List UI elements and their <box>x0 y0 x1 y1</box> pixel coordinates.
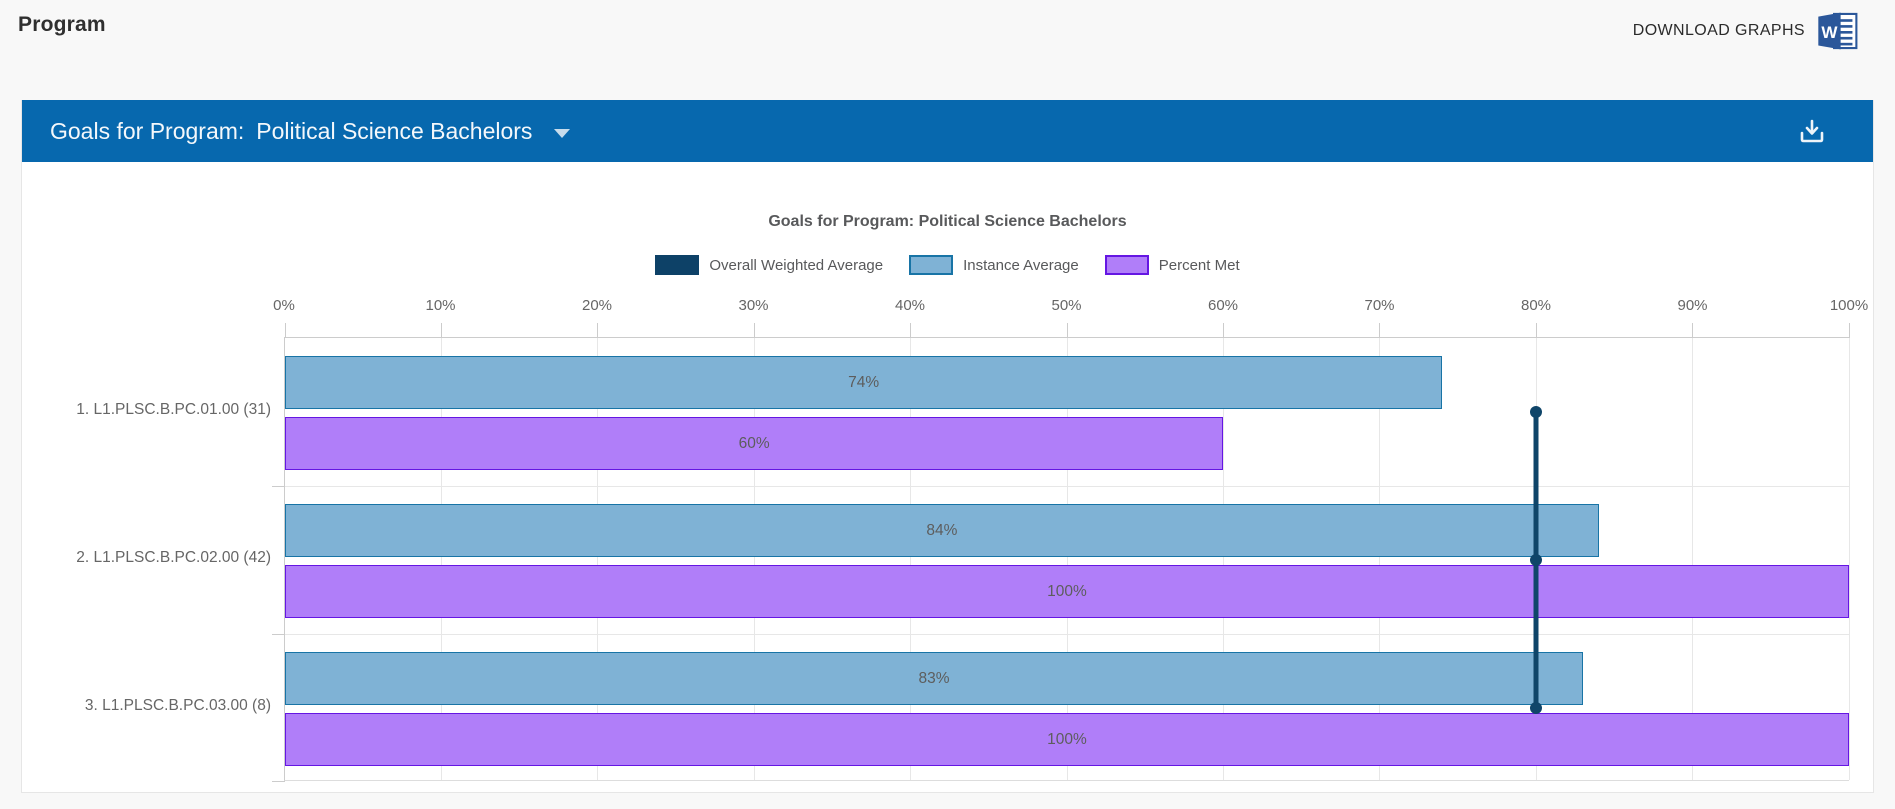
bar-value-label: 100% <box>1047 582 1087 600</box>
x-axis-tick <box>1222 323 1224 338</box>
x-axis-tick-label: 20% <box>581 297 613 314</box>
x-axis-tick <box>597 323 599 338</box>
vertical-gridline <box>1692 338 1694 780</box>
bar-percent-met[interactable]: 100% <box>285 565 1849 618</box>
goals-for-program-label: Goals for Program: <box>50 117 245 144</box>
legend-swatch-purple <box>1104 255 1149 275</box>
x-axis-tick <box>1848 323 1850 338</box>
chart-legend: Overall Weighted Average Instance Averag… <box>22 252 1873 278</box>
vertical-gridline <box>597 338 599 780</box>
x-axis-tick-label: 60% <box>1207 297 1239 314</box>
x-axis-tick-label: 0% <box>273 297 295 314</box>
legend-item-percent-met[interactable]: Percent Met <box>1104 255 1240 275</box>
download-graphs-button[interactable]: DOWNLOAD GRAPHS W <box>1633 8 1861 54</box>
x-axis-tick-label: 50% <box>1051 297 1082 314</box>
plot-area: 74% 84% 83% 60% 100% 100% <box>272 323 1850 782</box>
y-axis-tick <box>272 633 285 635</box>
x-axis-tick-label: 30% <box>738 297 769 314</box>
category-label-2: 2. L1.PLSC.B.PC.02.00 (42) <box>76 549 271 566</box>
x-axis-tick-label: 40% <box>894 297 926 314</box>
goals-panel-header: Goals for Program: Political Science Bac… <box>22 100 1873 162</box>
download-tray-icon <box>1800 119 1824 143</box>
y-axis-tick <box>272 781 285 782</box>
bar-value-label: 74% <box>848 373 880 391</box>
vertical-gridline <box>440 338 442 780</box>
legend-label: Overall Weighted Average <box>709 256 884 274</box>
vertical-gridline <box>1066 338 1068 780</box>
x-axis-tick <box>284 323 286 338</box>
legend-item-instance-average[interactable]: Instance Average <box>909 255 1079 275</box>
x-axis-tick <box>753 323 755 338</box>
vertical-gridline <box>910 338 912 780</box>
x-axis-tick-label: 90% <box>1677 297 1708 314</box>
bar-percent-met[interactable]: 100% <box>285 713 1849 766</box>
x-axis-tick <box>1692 323 1694 338</box>
goals-panel: Goals for Program: Political Science Bac… <box>21 100 1874 793</box>
vertical-gridline <box>753 338 755 780</box>
program-selector[interactable]: Goals for Program: Political Science Bac… <box>50 117 571 145</box>
legend-swatch-navy <box>655 255 700 275</box>
bar-instance-average[interactable]: 84% <box>285 504 1599 557</box>
category-label-1: 1. L1.PLSC.B.PC.01.00 (31) <box>76 401 271 418</box>
x-axis-tick-label: 10% <box>425 297 456 314</box>
legend-label: Instance Average <box>963 256 1079 274</box>
bar-value-label: 84% <box>926 521 958 539</box>
bar-instance-average[interactable]: 74% <box>285 356 1443 409</box>
page-title: Program <box>18 13 106 36</box>
y-axis-tick <box>272 485 285 487</box>
legend-item-overall-weighted-average[interactable]: Overall Weighted Average <box>655 255 883 275</box>
x-axis-tick <box>1379 323 1381 338</box>
overall-weighted-average-point[interactable] <box>1530 554 1543 566</box>
x-axis-tick-label: 100% <box>1829 297 1869 314</box>
chevron-down-icon <box>554 128 571 138</box>
x-axis-tick <box>440 323 442 338</box>
bar-value-label: 100% <box>1047 730 1087 748</box>
word-file-icon: W <box>1818 12 1858 50</box>
category-label-3: 3. L1.PLSC.B.PC.03.00 (8) <box>84 697 271 714</box>
x-axis-tick-label: 80% <box>1520 297 1552 314</box>
x-axis-tick <box>1066 323 1068 338</box>
x-axis-tick <box>1535 323 1537 338</box>
overall-weighted-average-point[interactable] <box>1530 406 1543 418</box>
vertical-gridline <box>1379 338 1381 780</box>
x-axis-tick-label: 70% <box>1364 297 1395 314</box>
category-divider-line <box>285 633 1849 635</box>
category-divider-line <box>285 485 1849 487</box>
bar-value-label: 60% <box>738 434 770 452</box>
selected-program-name: Political Science Bachelors <box>256 117 533 144</box>
legend-swatch-blue <box>909 255 954 275</box>
overall-weighted-average-point[interactable] <box>1530 702 1543 714</box>
x-axis-tick <box>910 323 912 338</box>
vertical-gridline <box>1222 338 1224 780</box>
svg-text:W: W <box>1821 23 1838 42</box>
chart-download-button[interactable] <box>1795 114 1829 148</box>
vertical-gridline <box>1848 338 1850 780</box>
bar-instance-average[interactable]: 83% <box>285 652 1584 705</box>
chart-title: Goals for Program: Political Science Bac… <box>768 213 1127 230</box>
legend-label: Percent Met <box>1158 256 1240 274</box>
page-top-bar: Program DOWNLOAD GRAPHS W <box>0 0 1895 60</box>
bar-percent-met[interactable]: 60% <box>285 417 1224 470</box>
x-axis-labels: 0% 10% 20% 30% 40% 50% 60% 70% 80% 90% 100% <box>273 297 1868 317</box>
bar-value-label: 83% <box>918 669 950 687</box>
download-graphs-label: DOWNLOAD GRAPHS <box>1632 22 1805 39</box>
